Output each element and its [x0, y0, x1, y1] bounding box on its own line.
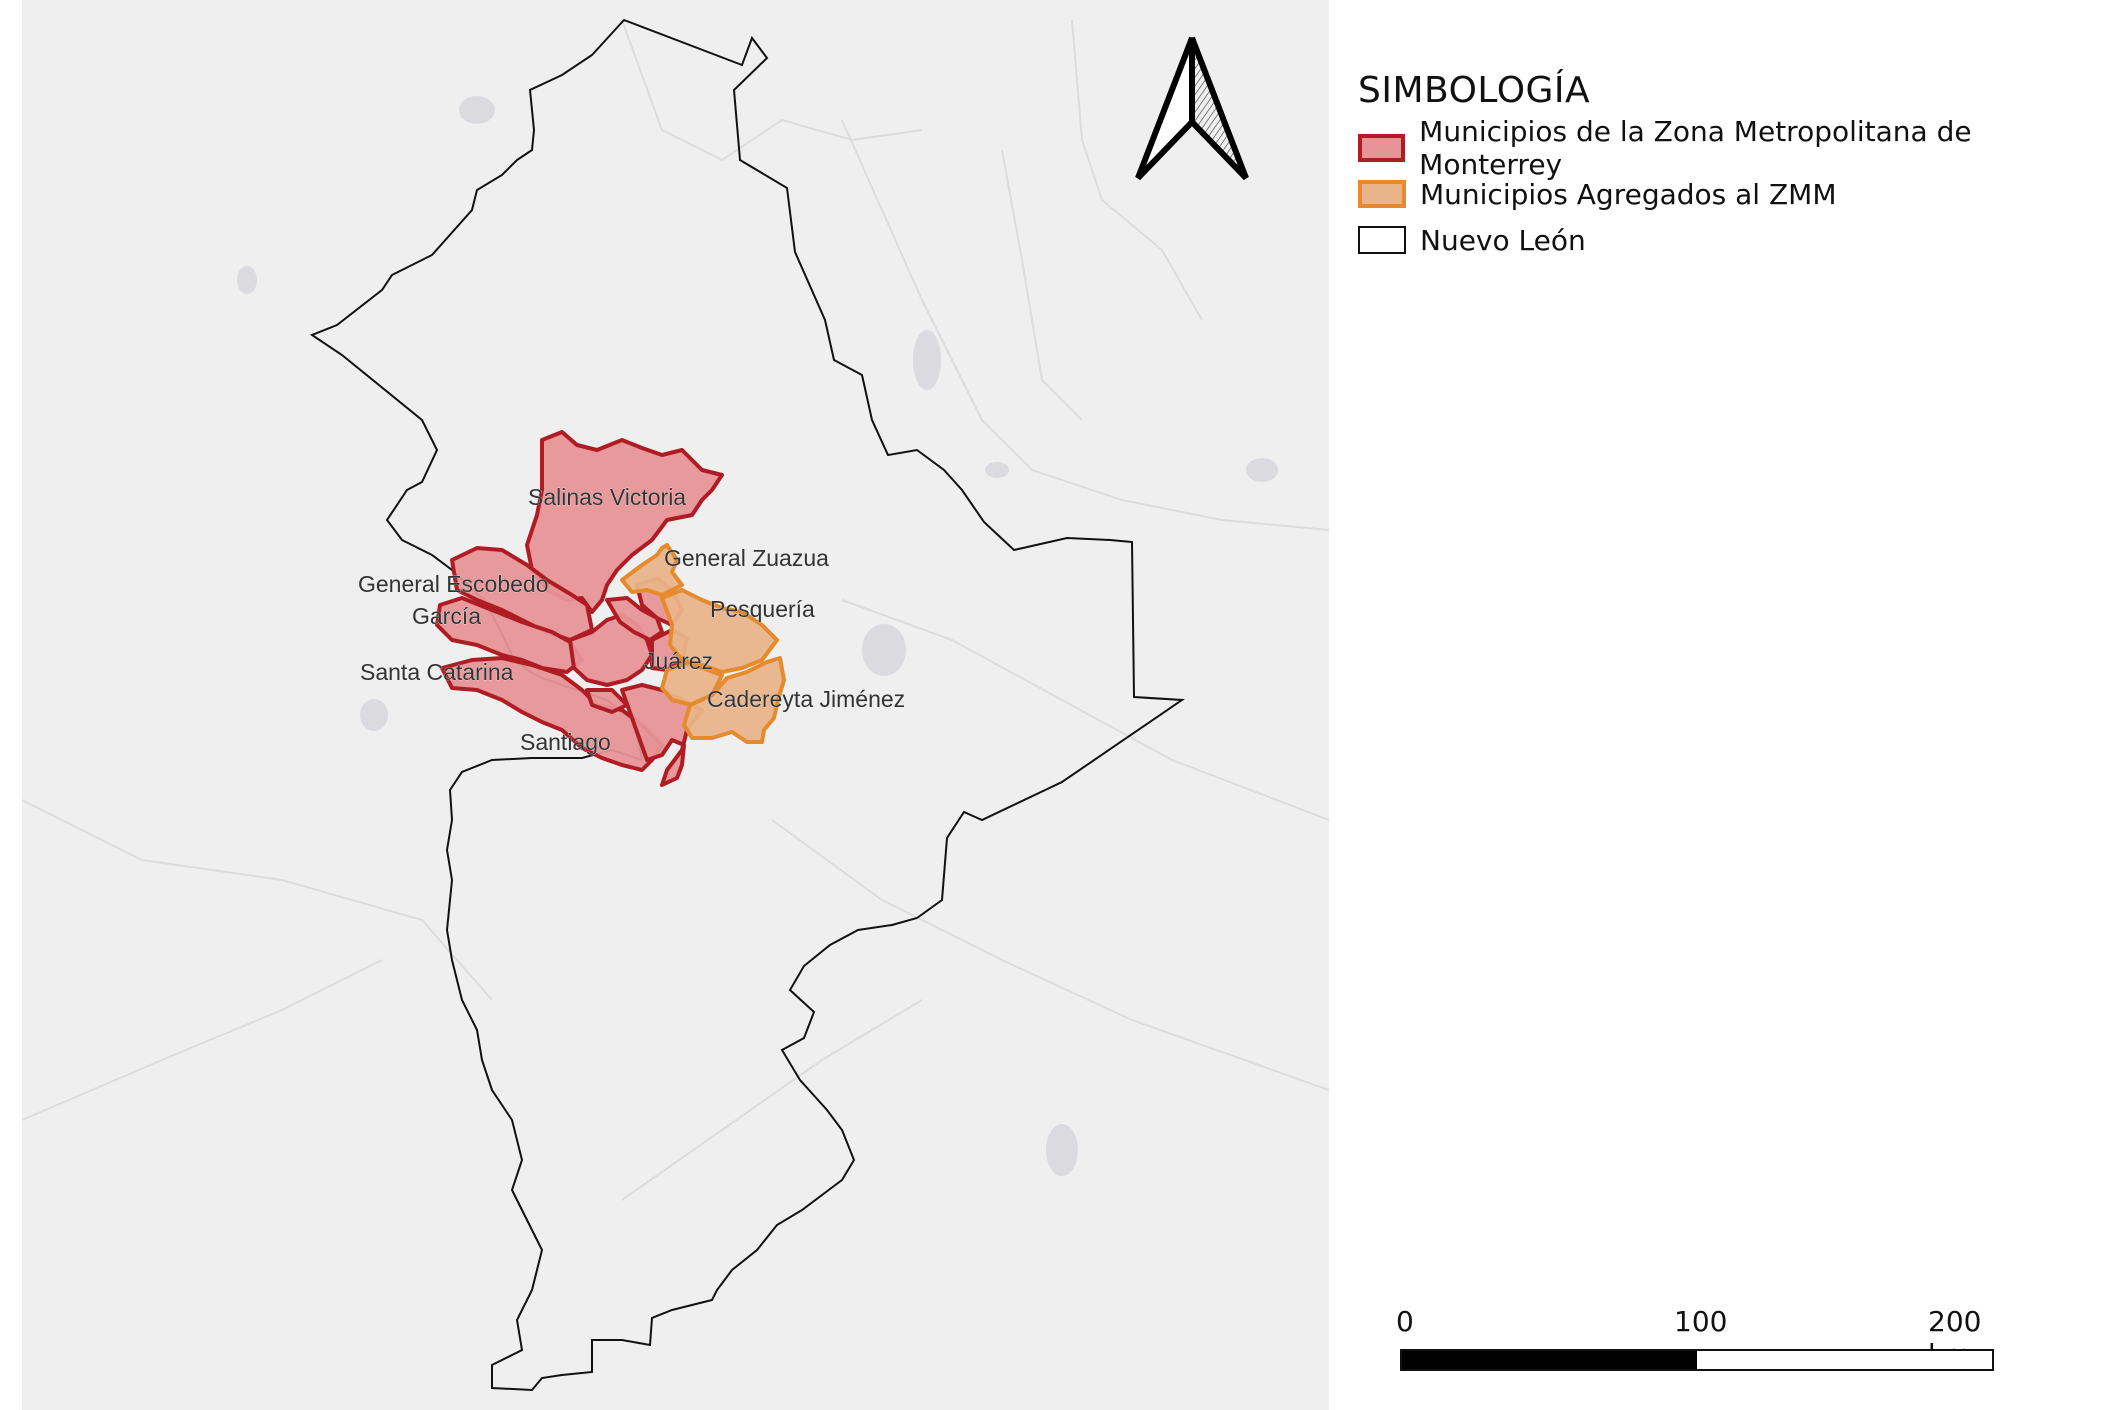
- basemap-city-patches: [237, 96, 1278, 1176]
- label-general-zuazua: General Zuazua: [664, 545, 829, 571]
- map-canvas[interactable]: Salinas Victoria General Zuazua General …: [22, 0, 1329, 1410]
- legend-swatch-added: [1358, 180, 1406, 208]
- municipio-garcia[interactable]: [435, 596, 584, 674]
- scale-tick-0: 0: [1396, 1305, 1414, 1338]
- nuevo-leon-boundary[interactable]: [309, 18, 1185, 1392]
- label-santa-catarina: Santa Catarina: [360, 659, 514, 685]
- municipio-general-zuazua[interactable]: [620, 543, 684, 597]
- label-juarez: Juárez: [644, 648, 713, 674]
- label-santiago: Santiago: [520, 729, 611, 755]
- legend-swatch-zmm: [1358, 134, 1406, 162]
- legend-swatch-nuevo-leon: [1358, 226, 1406, 254]
- municipio-santa-catarina[interactable]: [440, 656, 664, 772]
- legend-title: SIMBOLOGÍA: [1358, 70, 1591, 111]
- label-cadereyta-jimenez: Cadereyta Jiménez: [707, 686, 905, 712]
- zmm-municipalities[interactable]: [435, 430, 724, 787]
- legend-item-zmm: Municipios de la Zona Metropolitana de M…: [1358, 115, 2109, 181]
- municipio-san-nicolas[interactable]: [605, 596, 664, 642]
- scale-bar: 0 100 200 km: [1396, 1305, 2016, 1375]
- label-salinas-victoria: Salinas Victoria: [528, 484, 686, 510]
- label-general-escobedo: General Escobedo: [358, 571, 549, 597]
- legend-label-added: Municipios Agregados al ZMM: [1420, 177, 1837, 211]
- scale-bar-body: [1400, 1349, 1994, 1371]
- north-arrow-icon: [1135, 36, 1249, 181]
- legend: SIMBOLOGÍA Municipios de la Zona Metropo…: [1358, 70, 2109, 263]
- legend-item-added: Municipios Agregados al ZMM: [1358, 171, 2109, 217]
- scale-tick-100: 100: [1674, 1305, 1728, 1338]
- added-municipalities[interactable]: [620, 543, 786, 744]
- municipio-pesqueria[interactable]: [660, 588, 779, 674]
- map-labels: Salinas Victoria General Zuazua General …: [358, 484, 906, 756]
- basemap-roads: [22, 19, 1329, 1201]
- legend-item-nuevo-leon: Nuevo León: [1358, 217, 2109, 263]
- scale-bar-segment-black: [1402, 1351, 1697, 1369]
- legend-label-nuevo-leon: Nuevo León: [1420, 223, 1586, 257]
- label-pesqueria: Pesquería: [710, 596, 815, 622]
- municipio-cadereyta-jimenez[interactable]: [682, 656, 786, 744]
- municipio-san-pedro[interactable]: [585, 688, 629, 714]
- map-view[interactable]: Salinas Victoria General Zuazua General …: [22, 0, 1329, 1410]
- label-garcia: García: [412, 603, 481, 629]
- legend-label-zmm: Municipios de la Zona Metropolitana de M…: [1419, 115, 1972, 181]
